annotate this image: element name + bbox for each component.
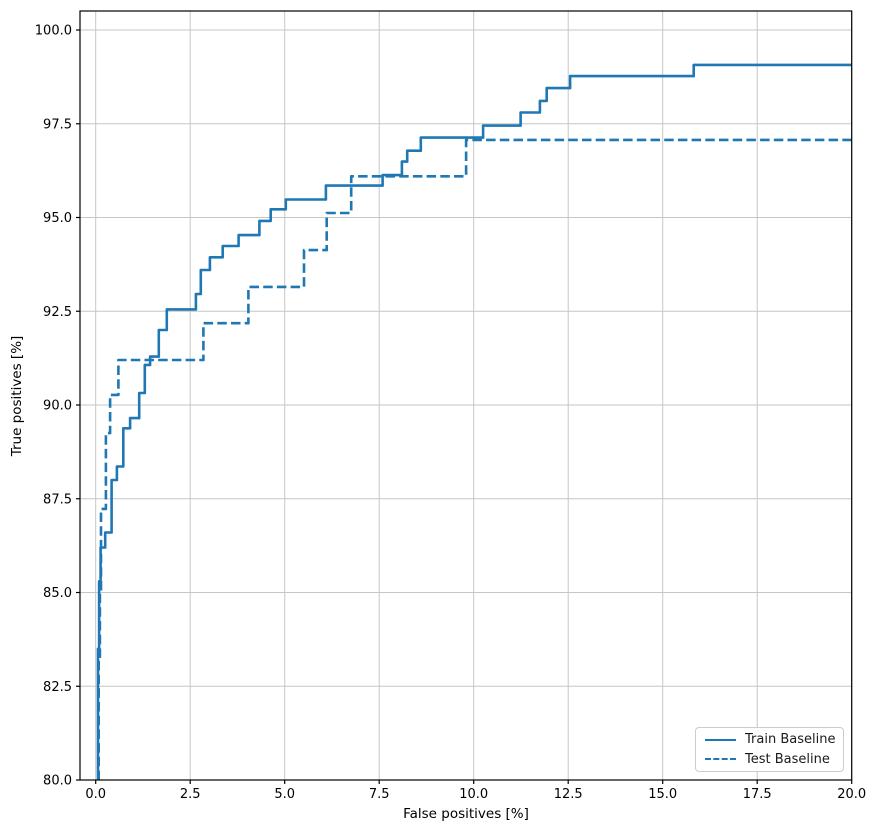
test-line-sample-icon [705,758,736,761]
plot-background [80,11,852,780]
y-axis-label: True positives [%] [9,335,25,457]
x-tick-label: 12.5 [554,787,583,802]
x-tick-label: 5.0 [274,787,295,802]
x-tick-label: 2.5 [180,787,201,802]
x-tick-label: 20.0 [837,787,866,802]
plot-border [79,10,853,781]
y-tick-label: 85.0 [43,586,72,601]
x-tick-label: 10.0 [459,787,488,802]
legend: Train Baseline Test Baseline [695,727,844,772]
y-tick-label: 90.0 [43,399,72,414]
y-tick-label: 95.0 [43,211,72,226]
y-tick-label: 97.5 [43,117,72,132]
legend-label-train: Train Baseline [745,732,836,748]
test-baseline-line [97,138,852,780]
x-tick-label: 7.5 [369,787,390,802]
train-baseline-line [96,63,852,780]
x-tick-label: 0.0 [85,787,106,802]
x-axis-label: False positives [%] [403,806,529,822]
x-tick-label: 17.5 [743,787,772,802]
y-tick-label: 92.5 [43,305,72,320]
y-tick-label: 100.0 [35,24,72,39]
x-tick-label: 15.0 [648,787,677,802]
legend-item-test: Test Baseline [705,750,835,769]
y-tick-label: 87.5 [43,492,72,507]
train-line-sample-icon [705,738,736,741]
legend-label-test: Test Baseline [745,751,830,767]
legend-item-train: Train Baseline [705,730,835,749]
y-tick-label: 80.0 [43,774,72,789]
y-tick-label: 82.5 [43,680,72,695]
